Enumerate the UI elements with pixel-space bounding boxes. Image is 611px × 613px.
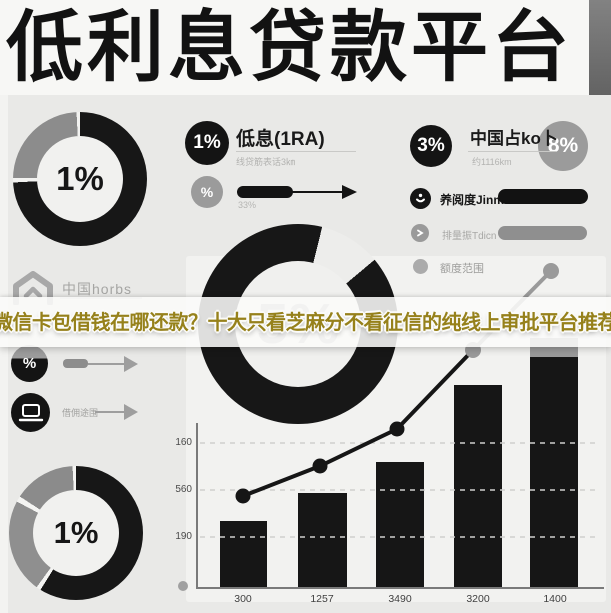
arrow-right-icon <box>290 185 357 199</box>
data-point <box>543 263 559 279</box>
bar <box>530 357 578 588</box>
china-row1-label: 养阅度Jinm <box>440 193 505 207</box>
bullet-dot-icon <box>413 259 428 274</box>
low-interest-heading: 低息(1RA) <box>236 129 325 150</box>
china-row1-bar <box>498 189 588 204</box>
y-axis-label: 560 <box>175 484 192 495</box>
progress-pill <box>237 186 293 198</box>
banner-headline: 微信卡包借钱在哪还款？十大只看芝麻分不看征信的纯线上审批平台推荐 <box>0 312 611 334</box>
bar <box>376 462 424 588</box>
china-row2-bar <box>498 226 587 240</box>
mini-progress-pill <box>63 359 88 368</box>
y-axis-label: 160 <box>175 437 192 448</box>
page-title: 低利息贷款平台 <box>6 5 573 91</box>
percent-badge: % <box>191 176 223 208</box>
data-point <box>235 488 251 504</box>
china-heading: 中国占ko卜 <box>470 129 558 148</box>
progress-value-label: 33% <box>238 200 257 210</box>
donut-top-left-value: 1% <box>37 136 123 222</box>
trend-line <box>242 348 475 498</box>
header-right-strip <box>589 0 611 95</box>
china-subtext: 约1116km <box>472 157 512 167</box>
brand-label: 中国horbs <box>62 281 133 297</box>
x-axis-label: 1400 <box>543 593 567 605</box>
arrow-right-icon <box>88 356 138 372</box>
banner-strip: 微信卡包借钱在哪还款？十大只看芝麻分不看征信的纯线上审批平台推荐 <box>0 297 611 347</box>
y-axis-label: 190 <box>175 531 192 542</box>
header-band <box>0 0 611 95</box>
arrow-right-icon <box>95 404 138 420</box>
x-axis-label: 300 <box>234 593 252 605</box>
china-badge-left: 3% <box>410 125 452 167</box>
clock-icon <box>410 188 431 209</box>
bar <box>220 521 267 588</box>
origin-dot <box>178 581 188 591</box>
percent-circle: % <box>11 345 48 382</box>
bar <box>454 385 502 588</box>
x-axis-label: 3200 <box>466 593 490 605</box>
left-edge-strip <box>0 95 8 613</box>
china-row2-label: 排量振Tdicn <box>442 231 497 242</box>
china-badge-right: 8% <box>538 121 588 171</box>
bar <box>298 493 347 588</box>
china-row3-label: 额度范围 <box>440 263 484 275</box>
x-axis-label: 3490 <box>388 593 412 605</box>
low-interest-subtext: 线贷筋表话3㎞ <box>236 157 296 167</box>
low-interest-badge: 1% <box>185 121 229 165</box>
data-point <box>389 421 405 437</box>
home-icon <box>13 271 53 305</box>
low-interest-underline <box>236 151 356 152</box>
data-point <box>312 458 328 474</box>
donut-bottom-left-value: 1% <box>33 490 119 576</box>
x-axis-label: 1257 <box>310 593 334 605</box>
china-underline <box>468 151 556 152</box>
laptop-icon <box>11 393 50 432</box>
chevron-icon <box>411 224 429 242</box>
home-row2-label: 借佣途围 <box>62 408 99 418</box>
